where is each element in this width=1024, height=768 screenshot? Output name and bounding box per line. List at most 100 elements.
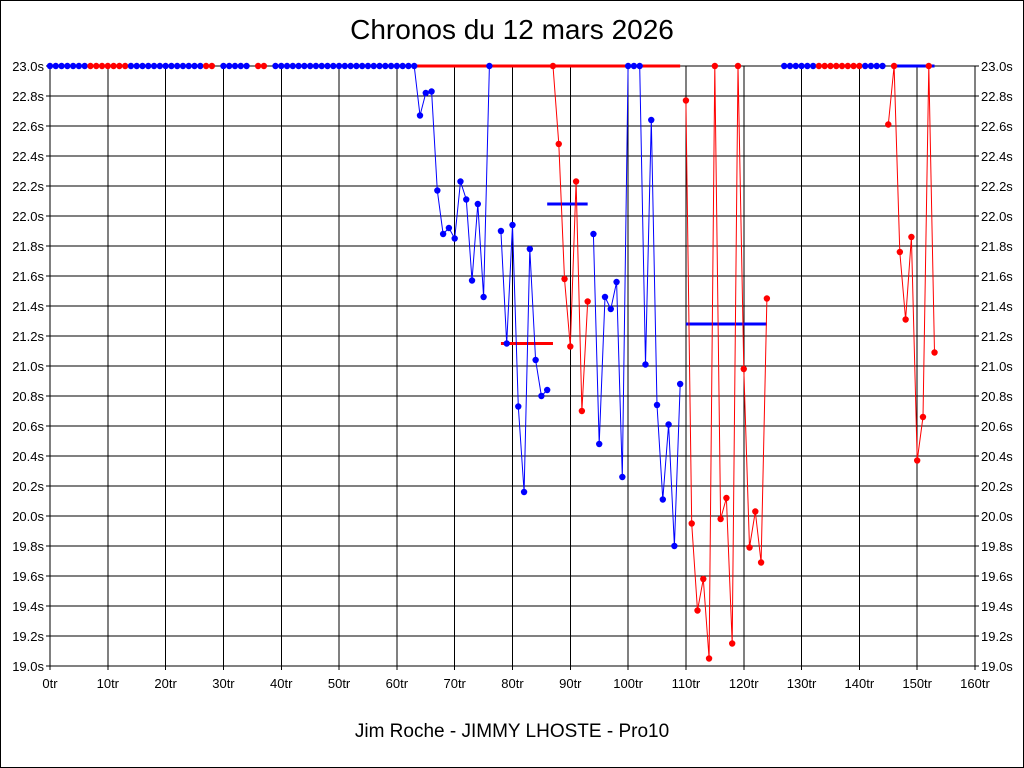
data-point bbox=[833, 62, 840, 70]
y-tick-label-right: 21.4s bbox=[981, 299, 1013, 314]
data-point bbox=[584, 298, 591, 305]
data-point bbox=[335, 62, 343, 70]
data-point bbox=[81, 62, 88, 70]
data-point bbox=[636, 62, 643, 70]
data-point bbox=[220, 62, 227, 70]
x-tick-label: 10tr bbox=[97, 676, 120, 691]
data-point bbox=[705, 655, 713, 662]
x-tick-label: 30tr bbox=[212, 676, 235, 691]
data-point bbox=[925, 62, 932, 70]
data-point bbox=[497, 227, 505, 235]
data-point bbox=[740, 365, 747, 373]
y-tick-label: 21.2s bbox=[12, 329, 44, 344]
data-point bbox=[231, 62, 239, 70]
data-point bbox=[786, 62, 794, 70]
data-point bbox=[578, 407, 586, 415]
data-point bbox=[752, 508, 759, 515]
y-tick-label: 20.4s bbox=[12, 449, 44, 464]
data-point bbox=[913, 457, 921, 464]
y-tick-label: 19.2s bbox=[12, 629, 44, 644]
data-point bbox=[659, 496, 667, 503]
data-point bbox=[364, 62, 372, 70]
data-point bbox=[156, 62, 164, 70]
data-point bbox=[405, 62, 412, 70]
y-tick-label: 21.0s bbox=[12, 359, 44, 374]
data-point bbox=[121, 62, 129, 70]
y-tick-label: 22.4s bbox=[12, 149, 44, 164]
y-tick-label-right: 20.4s bbox=[981, 449, 1013, 464]
data-point bbox=[301, 62, 308, 70]
y-tick-label: 19.0s bbox=[12, 659, 44, 674]
data-point bbox=[861, 62, 869, 70]
data-point bbox=[393, 62, 401, 70]
data-point bbox=[798, 62, 805, 70]
data-point bbox=[838, 62, 846, 70]
data-point bbox=[763, 295, 771, 302]
y-tick-label-right: 19.4s bbox=[981, 599, 1013, 614]
x-tick-label: 150tr bbox=[902, 676, 932, 691]
y-tick-label: 20.0s bbox=[12, 509, 44, 524]
data-point bbox=[850, 62, 857, 70]
data-point bbox=[289, 62, 297, 70]
data-point bbox=[208, 62, 216, 70]
y-tick-label-right: 21.2s bbox=[981, 329, 1013, 344]
data-point bbox=[688, 520, 695, 527]
data-point bbox=[376, 62, 383, 70]
data-point bbox=[619, 473, 626, 481]
data-point bbox=[474, 200, 482, 208]
y-tick-label: 20.6s bbox=[12, 419, 44, 434]
data-point bbox=[451, 235, 458, 242]
series-line bbox=[500, 224, 548, 493]
y-tick-label: 22.2s bbox=[12, 179, 44, 194]
data-point bbox=[278, 62, 285, 70]
data-point bbox=[717, 515, 724, 523]
data-point bbox=[110, 62, 117, 70]
data-point bbox=[601, 293, 609, 301]
data-point bbox=[734, 62, 742, 70]
data-point bbox=[202, 62, 210, 70]
data-point bbox=[87, 62, 94, 70]
data-point bbox=[515, 403, 522, 410]
data-point bbox=[821, 62, 828, 70]
data-point bbox=[46, 62, 54, 70]
data-point bbox=[931, 349, 938, 356]
data-point bbox=[353, 62, 360, 70]
data-point bbox=[630, 62, 638, 70]
data-point bbox=[561, 275, 568, 283]
data-point bbox=[370, 62, 377, 70]
data-point bbox=[671, 542, 678, 550]
data-point bbox=[538, 392, 545, 400]
y-tick-label-right: 20.8s bbox=[981, 389, 1013, 404]
data-point bbox=[908, 233, 915, 241]
y-tick-label-right: 21.8s bbox=[981, 239, 1013, 254]
data-point bbox=[98, 62, 106, 70]
grid bbox=[46, 65, 979, 670]
data-point bbox=[879, 62, 886, 70]
data-point bbox=[781, 62, 788, 70]
y-tick-label: 21.8s bbox=[12, 239, 44, 254]
data-point bbox=[150, 62, 158, 70]
data-point bbox=[93, 62, 100, 70]
chart-title: Chronos du 12 mars 2026 bbox=[350, 14, 674, 45]
data-point bbox=[434, 187, 441, 194]
data-point bbox=[127, 62, 135, 70]
x-tick-label: 80tr bbox=[501, 676, 524, 691]
data-point bbox=[457, 178, 464, 185]
data-point bbox=[480, 293, 487, 301]
data-point bbox=[445, 224, 453, 232]
data-point bbox=[75, 62, 83, 70]
data-point bbox=[682, 97, 690, 104]
data-point bbox=[613, 278, 620, 286]
data-point bbox=[306, 62, 314, 70]
data-point bbox=[596, 440, 603, 448]
data-point bbox=[607, 305, 614, 313]
data-point bbox=[318, 62, 325, 70]
x-tick-label: 40tr bbox=[270, 676, 293, 691]
y-tick-label-right: 21.0s bbox=[981, 359, 1013, 374]
y-tick-label: 22.6s bbox=[12, 119, 44, 134]
data-point bbox=[347, 62, 354, 70]
data-point bbox=[746, 544, 753, 551]
data-point bbox=[590, 230, 597, 238]
x-tick-label: 120tr bbox=[729, 676, 759, 691]
x-tick-label: 130tr bbox=[787, 676, 817, 691]
